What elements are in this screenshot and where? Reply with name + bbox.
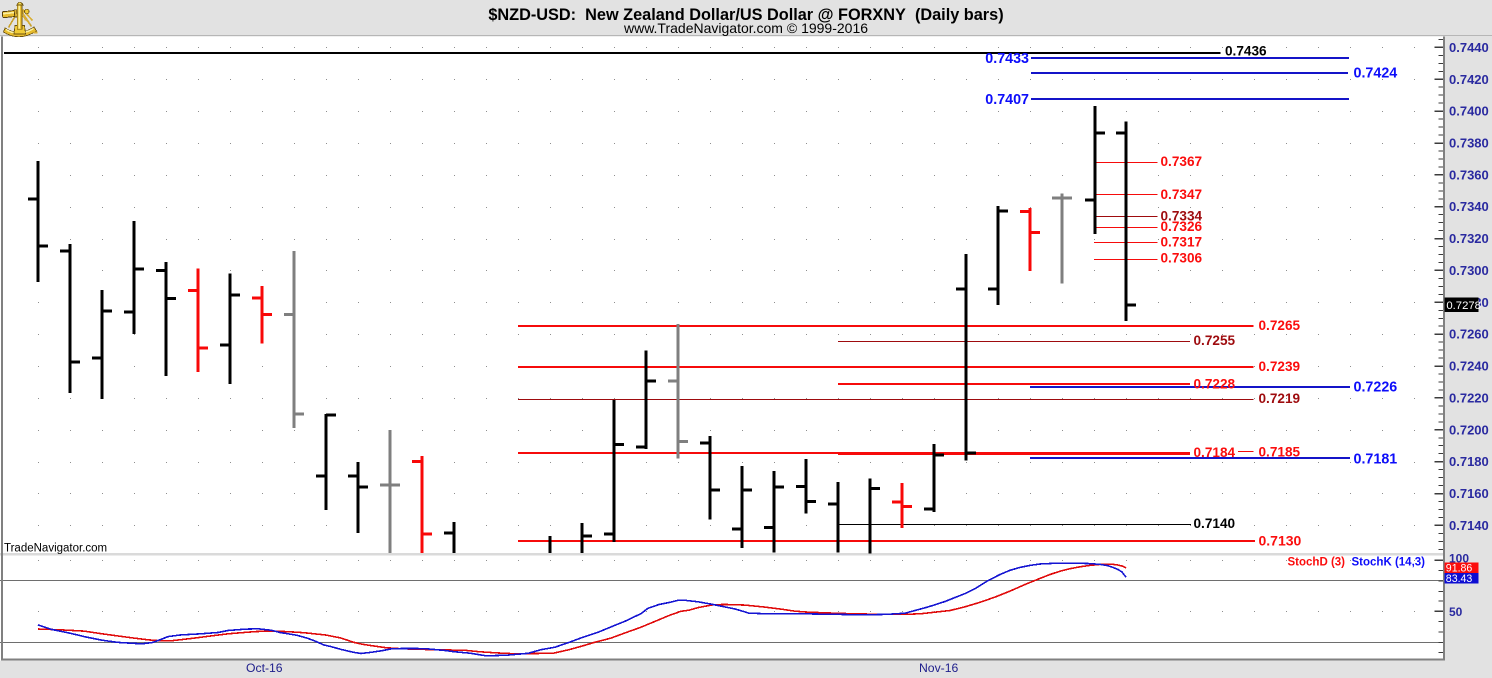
svg-text:Nov-16: Nov-16 [919, 661, 959, 675]
svg-text:0.7240: 0.7240 [1449, 359, 1489, 374]
svg-text:0.7228: 0.7228 [1194, 376, 1236, 391]
svg-text:0.7226: 0.7226 [1354, 380, 1398, 396]
svg-text:StochK (14,3): StochK (14,3) [1352, 556, 1426, 568]
svg-text:0.7424: 0.7424 [1354, 65, 1398, 81]
svg-text:0.7320: 0.7320 [1449, 231, 1489, 246]
svg-text:0.7184: 0.7184 [1194, 445, 1236, 460]
svg-text:0.7200: 0.7200 [1449, 422, 1489, 437]
svg-text:0.7300: 0.7300 [1449, 263, 1489, 278]
svg-text:0.7140: 0.7140 [1194, 516, 1236, 531]
svg-text:0.7255: 0.7255 [1194, 333, 1236, 348]
svg-text:0.7440: 0.7440 [1449, 40, 1489, 55]
svg-text:TradeNavigator.com: TradeNavigator.com [4, 542, 107, 554]
svg-text:0.7185: 0.7185 [1259, 445, 1301, 460]
svg-text:0.7347: 0.7347 [1161, 187, 1203, 202]
svg-text:91.86: 91.86 [1446, 563, 1473, 575]
svg-text:50: 50 [1449, 605, 1463, 619]
svg-text:83.43: 83.43 [1446, 573, 1473, 585]
svg-text:0.7180: 0.7180 [1449, 454, 1489, 469]
svg-text:0.7278: 0.7278 [1446, 300, 1481, 312]
svg-text:0.7400: 0.7400 [1449, 104, 1489, 119]
svg-text:StochD (3): StochD (3) [1288, 556, 1346, 568]
svg-text:0.7433: 0.7433 [985, 51, 1029, 67]
svg-text:0.7260: 0.7260 [1449, 327, 1489, 342]
svg-text:100: 100 [1449, 551, 1469, 565]
svg-text:0.7436: 0.7436 [1225, 43, 1267, 58]
svg-text:0.7317: 0.7317 [1161, 234, 1203, 249]
svg-text:0.7160: 0.7160 [1449, 486, 1489, 501]
svg-text:0.7334: 0.7334 [1161, 209, 1203, 224]
svg-text:0.7265: 0.7265 [1259, 318, 1301, 333]
svg-text:0.7326: 0.7326 [1161, 219, 1203, 234]
svg-text:0.7340: 0.7340 [1449, 199, 1489, 214]
svg-text:0.7220: 0.7220 [1449, 390, 1489, 405]
svg-text:0.7306: 0.7306 [1161, 251, 1203, 266]
svg-text:0.7367: 0.7367 [1161, 154, 1203, 169]
svg-text:0.7360: 0.7360 [1449, 167, 1489, 182]
svg-text:0.7219: 0.7219 [1259, 391, 1301, 406]
svg-text:Oct-16: Oct-16 [246, 661, 283, 675]
svg-text:0.7420: 0.7420 [1449, 72, 1489, 87]
svg-text:0.7130: 0.7130 [1259, 532, 1302, 548]
svg-text:0.7239: 0.7239 [1259, 359, 1301, 374]
svg-text:0.7407: 0.7407 [985, 92, 1029, 108]
svg-text:$NZD-USD: New Zealand Dollar/: $NZD-USD: New Zealand Dollar/US Dollar @… [488, 6, 1003, 24]
svg-text:www.TradeNavigator.com © 1999-: www.TradeNavigator.com © 1999-2016 [623, 20, 868, 36]
svg-text:0.7140: 0.7140 [1449, 518, 1489, 533]
svg-text:0.7181: 0.7181 [1354, 452, 1398, 468]
svg-text:0.7380: 0.7380 [1449, 136, 1489, 151]
